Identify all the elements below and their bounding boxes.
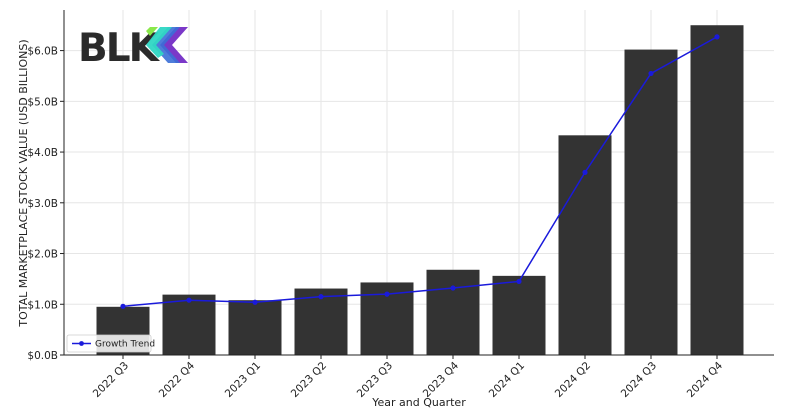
growth-trend-point [120,303,126,309]
growth-trend-point [450,285,456,291]
bar-2023-q2 [294,288,348,355]
y-tick-label: $2.0B [27,249,58,261]
x-tick-label: 2024 Q2 [553,360,593,400]
logo-chevron-back-icon [160,27,188,63]
bar-2022-q4 [162,294,216,355]
growth-trend-point [384,291,390,297]
trend-line-layer [120,34,720,309]
x-tick-label: 2024 Q3 [619,360,659,400]
y-tick-label: $6.0B [27,46,58,58]
growth-trend-point [582,169,588,175]
blk-logo: BLK [78,26,188,71]
x-tick-label: 2023 Q4 [421,359,462,400]
growth-trend-point [186,297,192,303]
x-axis-title: Year and Quarter [371,396,466,409]
y-tick-label: $0.0B [27,350,58,362]
x-tick-label: 2023 Q1 [223,360,263,400]
y-axis-title: TOTAL MARKETPLACE STOCK VALUE (USD BILLI… [17,39,30,327]
x-tick-label: 2023 Q2 [289,360,329,400]
x-tick-label: 2022 Q4 [157,359,198,400]
logo-chevron-front-icon [146,27,172,58]
legend-box [66,334,152,353]
logo-accent-icon [146,27,158,36]
y-tick-label: $1.0B [27,299,58,311]
bar-2024-q4 [690,25,744,356]
logo-chevron-mid-icon [152,27,180,63]
growth-trend-point [252,299,258,305]
bar-2024-q1 [492,275,546,355]
y-tick-label: $3.0B [27,198,58,210]
growth-trend-point [516,278,522,285]
axes-layer [63,10,774,356]
legend: Growth Trend [66,334,155,353]
growth-trend-line [122,36,718,308]
bars-layer [96,25,744,356]
legend-marker-icon [79,341,84,346]
bar-2023-q4 [426,269,480,355]
x-tick-label: 2022 Q3 [91,360,131,400]
x-tick-label: 2024 Q1 [487,360,527,400]
growth-trend-point [714,34,720,40]
x-tick-label: 2024 Q4 [685,359,726,400]
growth-trend-point [648,70,654,77]
y-tick-label: $4.0B [27,147,58,159]
bar-2024-q2 [558,135,612,355]
x-tick-label: 2023 Q3 [355,360,395,400]
legend-label: Growth Trend [95,340,155,350]
bar-2023-q1 [228,300,282,355]
bar-2024-q3 [624,49,678,356]
y-tick-label: $5.0B [27,96,58,108]
growth-trend-point [318,294,324,300]
